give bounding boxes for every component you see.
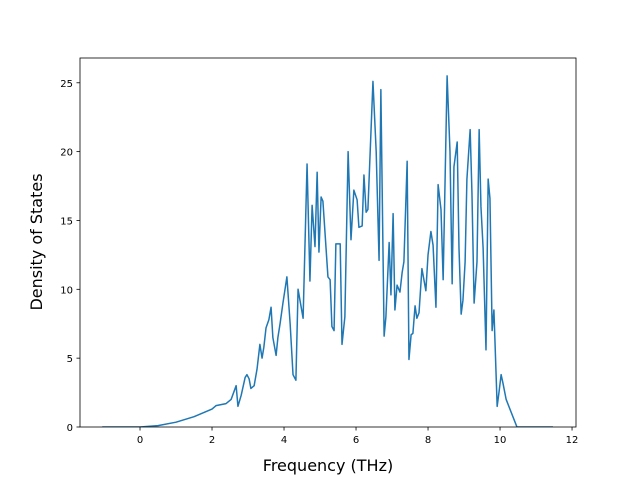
y-tick-label: 25	[60, 79, 73, 90]
y-tick-label: 5	[67, 354, 73, 365]
x-tick-label: 2	[209, 435, 215, 446]
x-tick-label: 6	[353, 435, 359, 446]
plot-frame	[79, 57, 577, 428]
y-axis-label: Density of States	[27, 173, 46, 310]
x-tick-label: 12	[566, 435, 579, 446]
x-tick-label: 10	[494, 435, 507, 446]
x-tick-label: 4	[281, 435, 287, 446]
x-axis-label: Frequency (THz)	[263, 456, 393, 475]
y-tick-label: 10	[60, 285, 73, 296]
x-tick-label: 8	[425, 435, 431, 446]
y-tick-label: 15	[60, 216, 73, 227]
dos-line	[102, 75, 553, 427]
y-tick-label: 0	[67, 423, 73, 434]
x-tick-label: 0	[137, 435, 143, 446]
y-tick-label: 20	[60, 148, 73, 159]
